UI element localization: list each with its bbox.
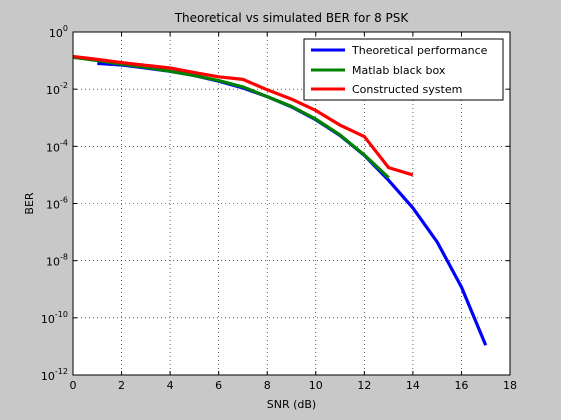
y-axis-label: BER	[23, 192, 36, 214]
y-tick-label: 10-12	[41, 367, 68, 383]
x-tick-label: 4	[167, 379, 174, 392]
y-tick-label: 10-10	[41, 310, 68, 326]
x-tick-label: 16	[454, 379, 468, 392]
y-tick-base: 10	[46, 141, 60, 154]
x-tick-label: 18	[503, 379, 517, 392]
y-tick-base: 10	[41, 370, 55, 383]
y-tick-exponent: -2	[60, 81, 68, 90]
y-tick-exponent: -8	[60, 253, 68, 262]
y-tick-exponent: 0	[63, 24, 68, 33]
y-tick-exponent: -6	[60, 196, 68, 205]
y-tick-base: 10	[46, 199, 60, 212]
x-tick-label: 10	[309, 379, 323, 392]
x-tick-label: 12	[357, 379, 371, 392]
legend-label-matlab: Matlab black box	[352, 64, 446, 77]
y-tick-base: 10	[46, 84, 60, 97]
y-tick-exponent: -10	[55, 310, 68, 319]
x-tick-label: 8	[264, 379, 271, 392]
x-tick-label: 14	[406, 379, 420, 392]
legend-label-constructed: Constructed system	[352, 83, 462, 96]
y-tick-label: 100	[49, 24, 68, 40]
y-tick-label: 10-2	[46, 81, 68, 97]
x-tick-label: 2	[118, 379, 125, 392]
y-tick-label: 10-4	[46, 138, 68, 154]
x-axis-label: SNR (dB)	[267, 398, 316, 411]
x-tick-label: 6	[215, 379, 222, 392]
y-tick-base: 10	[46, 256, 60, 269]
x-tick-label: 0	[70, 379, 77, 392]
series-constructed-line	[72, 54, 414, 177]
y-tick-label: 10-8	[46, 253, 68, 269]
series-layer	[72, 54, 488, 346]
axis-ticks	[72, 31, 511, 376]
y-tick-exponent: -4	[60, 138, 68, 147]
series-matlab-line	[72, 55, 390, 179]
y-tick-exponent: -12	[55, 367, 68, 376]
y-tick-label: 10-6	[46, 196, 68, 212]
chart-title: Theoretical vs simulated BER for 8 PSK	[174, 11, 410, 25]
y-tick-base: 10	[41, 313, 55, 326]
x-tick-labels: 0 2 4 6 8 10 12 14 16 18	[70, 379, 518, 392]
legend: Theoretical performance Matlab black box…	[303, 38, 504, 101]
y-tick-base: 10	[49, 27, 63, 40]
legend-label-theoretical: Theoretical performance	[351, 44, 488, 57]
